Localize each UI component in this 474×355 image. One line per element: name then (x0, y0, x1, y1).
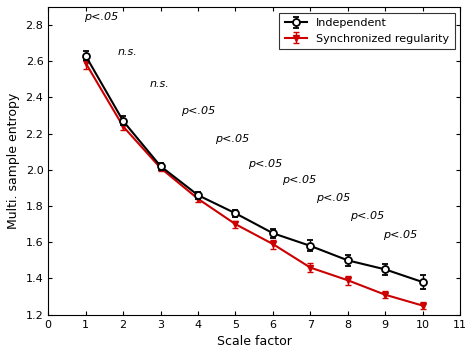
Y-axis label: Multi. sample entropy: Multi. sample entropy (7, 93, 20, 229)
Text: p<.05: p<.05 (383, 230, 418, 240)
Text: p<.05: p<.05 (248, 159, 283, 169)
Legend: Independent, Synchronized regularity: Independent, Synchronized regularity (279, 12, 455, 49)
Text: n.s.: n.s. (118, 47, 137, 57)
Text: p<.05: p<.05 (316, 193, 350, 203)
Text: p<.05: p<.05 (215, 133, 249, 144)
Text: p<.05: p<.05 (181, 106, 215, 116)
Text: p<.05: p<.05 (282, 175, 317, 185)
Text: n.s.: n.s. (150, 80, 170, 89)
X-axis label: Scale factor: Scale factor (217, 335, 292, 348)
Text: p<.05: p<.05 (84, 12, 118, 22)
Text: p<.05: p<.05 (350, 212, 384, 222)
